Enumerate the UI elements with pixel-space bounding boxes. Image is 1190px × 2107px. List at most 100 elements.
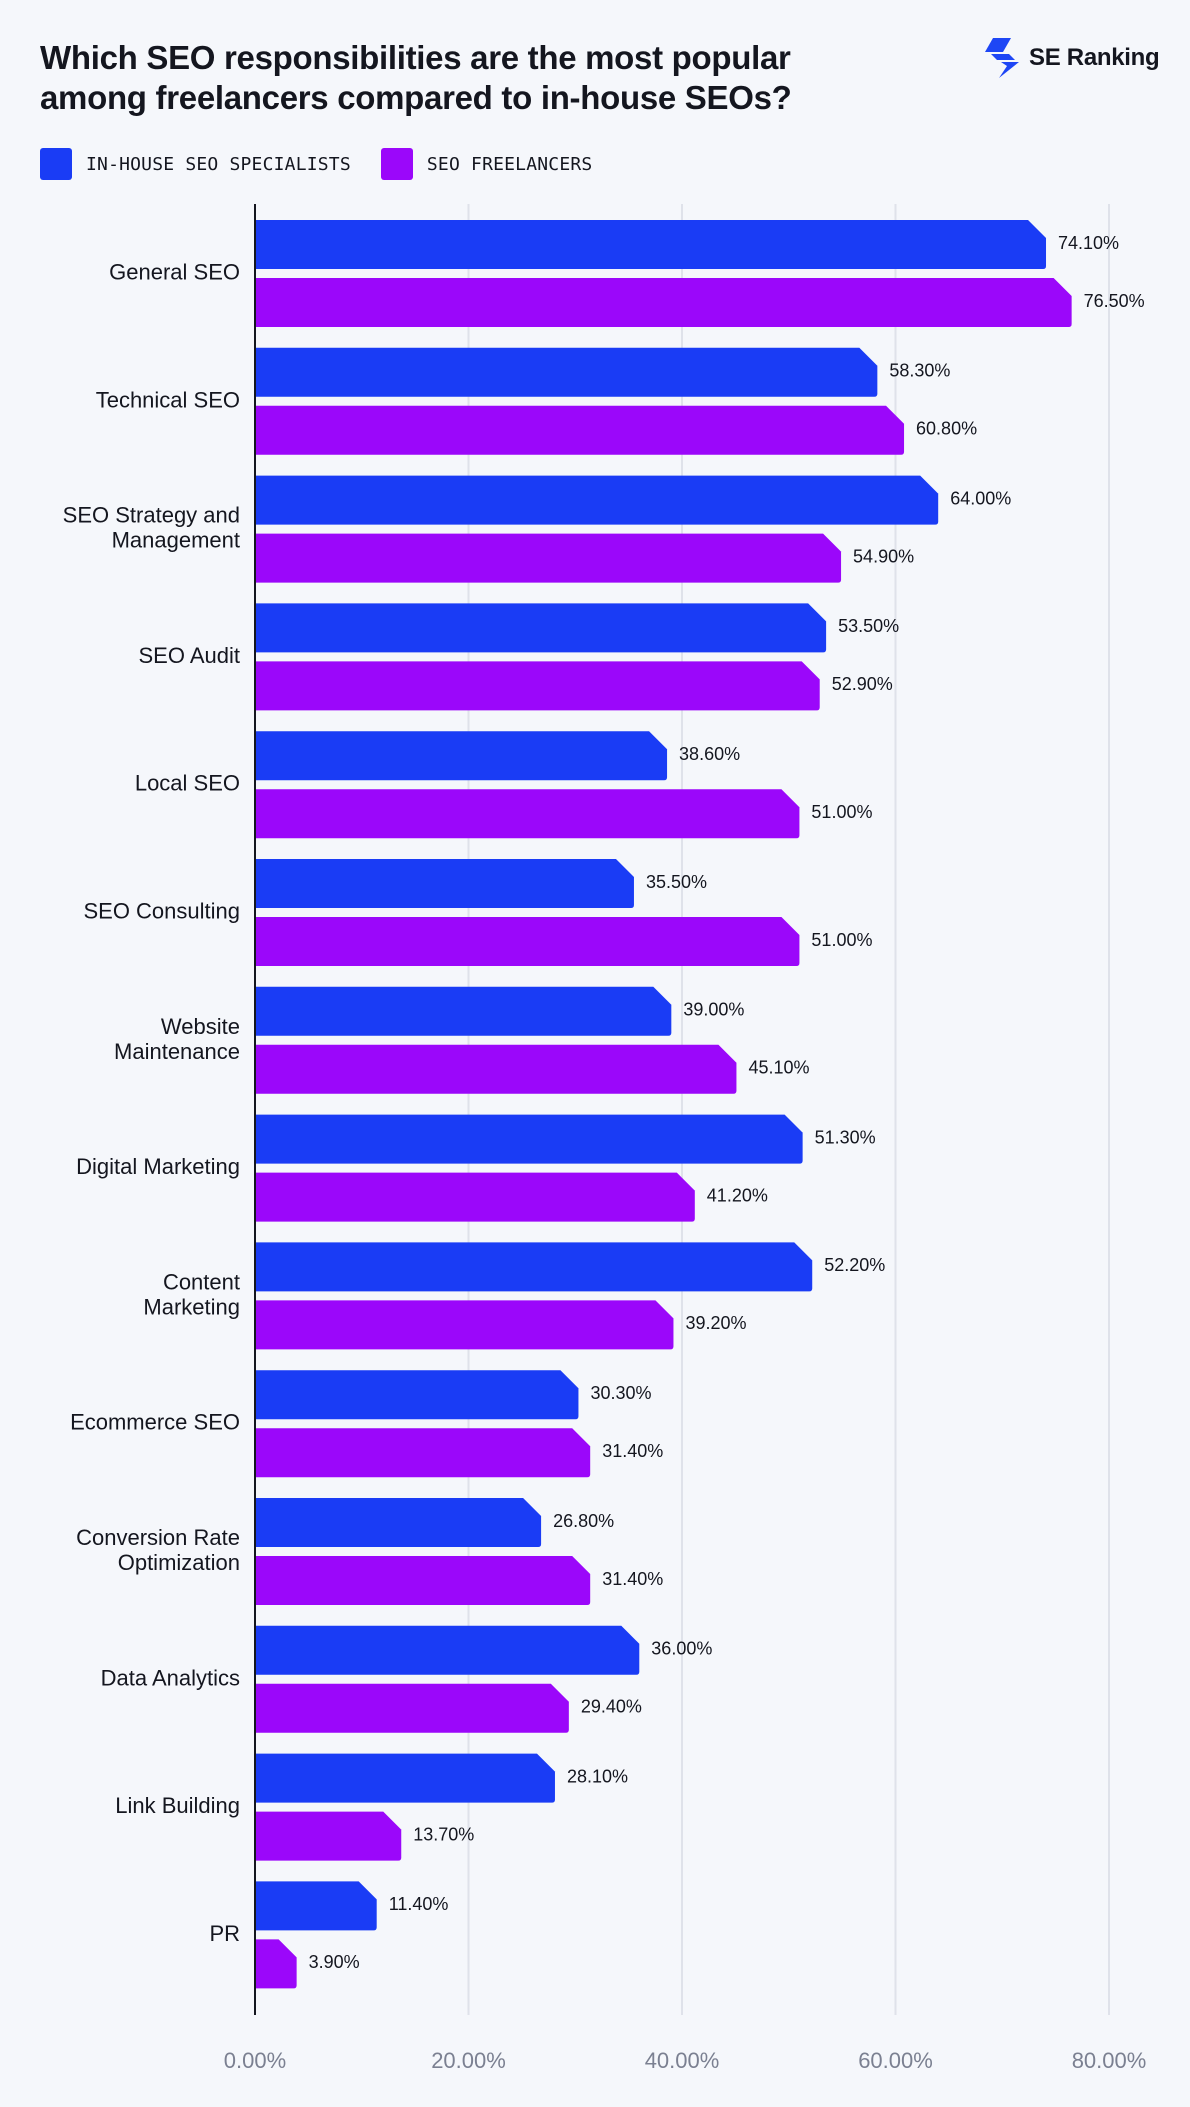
bar-in-house xyxy=(255,475,939,525)
data-label-in-house: 28.10% xyxy=(567,1766,628,1786)
brand-logo: SE Ranking xyxy=(985,38,1160,78)
category-label: Content Marketing xyxy=(143,1269,240,1319)
bar-freelancer xyxy=(255,1300,674,1350)
category-label-line: Optimization xyxy=(118,1550,240,1575)
category-label-line: Content xyxy=(163,1269,240,1294)
x-tick-label: 40.00% xyxy=(645,2048,720,2073)
legend-swatch-in-house xyxy=(40,148,72,180)
bar-freelancer xyxy=(255,661,820,711)
bar-freelancer xyxy=(255,278,1072,327)
data-label-freelancer: 60.80% xyxy=(916,419,977,439)
data-label-freelancer: 52.90% xyxy=(832,674,893,694)
data-label-in-house: 51.30% xyxy=(815,1127,876,1147)
bar-freelancer xyxy=(255,789,800,839)
bar-freelancer xyxy=(255,1811,402,1861)
bar-in-house xyxy=(255,347,878,397)
bar-in-house xyxy=(255,1242,813,1292)
category-label: Data Analytics xyxy=(101,1665,240,1690)
category-label-line: Conversion Rate xyxy=(76,1525,240,1550)
category-label: Technical SEO xyxy=(96,387,240,412)
data-label-freelancer: 39.20% xyxy=(685,1313,746,1333)
bar-freelancer xyxy=(255,1556,591,1605)
category-label-line: Management xyxy=(112,527,240,552)
category-label: SEO Strategy and Management xyxy=(63,502,240,552)
category-label-line: PR xyxy=(209,1921,240,1946)
data-label-in-house: 36.00% xyxy=(651,1639,712,1659)
bar-in-house xyxy=(255,731,668,781)
category-label-line: Marketing xyxy=(143,1294,240,1319)
data-label-freelancer: 45.10% xyxy=(748,1058,809,1078)
data-label-freelancer: 41.20% xyxy=(707,1185,768,1205)
data-label-freelancer: 51.00% xyxy=(811,930,872,950)
legend-swatch-freelancers xyxy=(380,148,413,180)
x-tick-label: 80.00% xyxy=(1072,2048,1147,2073)
se-ranking-logo-icon xyxy=(985,38,1019,78)
category-label-line: Local SEO xyxy=(135,771,240,796)
data-label-freelancer: 31.40% xyxy=(602,1441,663,1461)
data-label-freelancer: 29.40% xyxy=(581,1697,642,1717)
category-label: Website Maintenance xyxy=(114,1014,240,1064)
category-label: PR xyxy=(209,1921,240,1946)
data-label-in-house: 39.00% xyxy=(683,1000,744,1020)
data-label-in-house: 58.30% xyxy=(889,361,950,381)
bar-in-house xyxy=(255,220,1047,269)
bar-in-house xyxy=(255,1881,377,1931)
category-label-line: SEO Consulting xyxy=(83,898,240,923)
bar-in-house xyxy=(255,1498,542,1547)
chart-title-line-2: among freelancers compared to in-house S… xyxy=(40,79,792,116)
data-label-in-house: 52.20% xyxy=(824,1255,885,1275)
data-label-in-house: 11.40% xyxy=(389,1894,449,1914)
data-label-in-house: 64.00% xyxy=(950,488,1011,508)
category-label: Ecommerce SEO xyxy=(70,1410,240,1435)
data-label-freelancer: 3.90% xyxy=(309,1952,360,1972)
category-label-line: Ecommerce SEO xyxy=(70,1410,240,1435)
data-label-in-house: 74.10% xyxy=(1058,233,1119,253)
bar-freelancer xyxy=(255,1172,695,1222)
category-label: SEO Audit xyxy=(138,643,240,668)
bar-freelancer xyxy=(255,1683,569,1733)
bar-freelancer xyxy=(255,1428,591,1478)
category-label: SEO Consulting xyxy=(83,898,240,923)
chart-title-line-1: Which SEO responsibilities are the most … xyxy=(40,39,791,76)
category-label-line: Maintenance xyxy=(114,1039,240,1064)
bar-freelancer xyxy=(255,533,842,583)
bar-freelancer xyxy=(255,917,800,966)
legend-label-freelancers: SEO FREELANCERS xyxy=(426,153,593,175)
legend-label-in-house: IN-HOUSE SEO SPECIALISTS xyxy=(86,153,351,175)
data-label-in-house: 30.30% xyxy=(590,1383,651,1403)
category-label-line: Digital Marketing xyxy=(76,1154,240,1179)
legend-item-in-house: IN-HOUSE SEO SPECIALISTS xyxy=(40,148,351,180)
bar-freelancer xyxy=(255,1044,737,1094)
bar-in-house xyxy=(255,986,672,1036)
x-tick-label: 60.00% xyxy=(858,2048,933,2073)
category-label-line: Technical SEO xyxy=(96,387,240,412)
chart-legend: IN-HOUSE SEO SPECIALISTS SEO FREELANCERS xyxy=(40,148,592,180)
data-label-freelancer: 31.40% xyxy=(602,1569,663,1589)
category-label-line: Website xyxy=(161,1014,240,1039)
category-label-line: SEO Audit xyxy=(138,643,240,668)
bar-in-house xyxy=(255,859,634,908)
category-label: Conversion Rate Optimization xyxy=(76,1525,240,1575)
category-label: Link Building xyxy=(115,1793,240,1818)
x-tick-label: 0.00% xyxy=(224,2048,286,2073)
data-label-in-house: 53.50% xyxy=(838,616,899,636)
chart-title: Which SEO responsibilities are the most … xyxy=(40,38,920,118)
category-label: General SEO xyxy=(109,259,240,284)
legend-item-freelancers: SEO FREELANCERS xyxy=(380,148,593,180)
category-label-line: Link Building xyxy=(115,1793,240,1818)
bar-in-house xyxy=(255,1114,803,1164)
data-label-freelancer: 13.70% xyxy=(413,1824,474,1844)
bar-freelancer xyxy=(255,1939,297,1989)
x-tick-label: 20.00% xyxy=(431,2048,506,2073)
bar-in-house xyxy=(255,1370,579,1420)
bar-in-house xyxy=(255,1625,640,1675)
data-label-freelancer: 51.00% xyxy=(811,802,872,822)
category-label: Local SEO xyxy=(135,771,240,796)
category-label-line: General SEO xyxy=(109,259,240,284)
data-label-in-house: 38.60% xyxy=(679,744,740,764)
bar-in-house xyxy=(255,1753,555,1803)
brand-name: SE Ranking xyxy=(1029,44,1160,71)
category-label-line: Data Analytics xyxy=(101,1665,240,1690)
data-label-in-house: 26.80% xyxy=(553,1511,614,1531)
